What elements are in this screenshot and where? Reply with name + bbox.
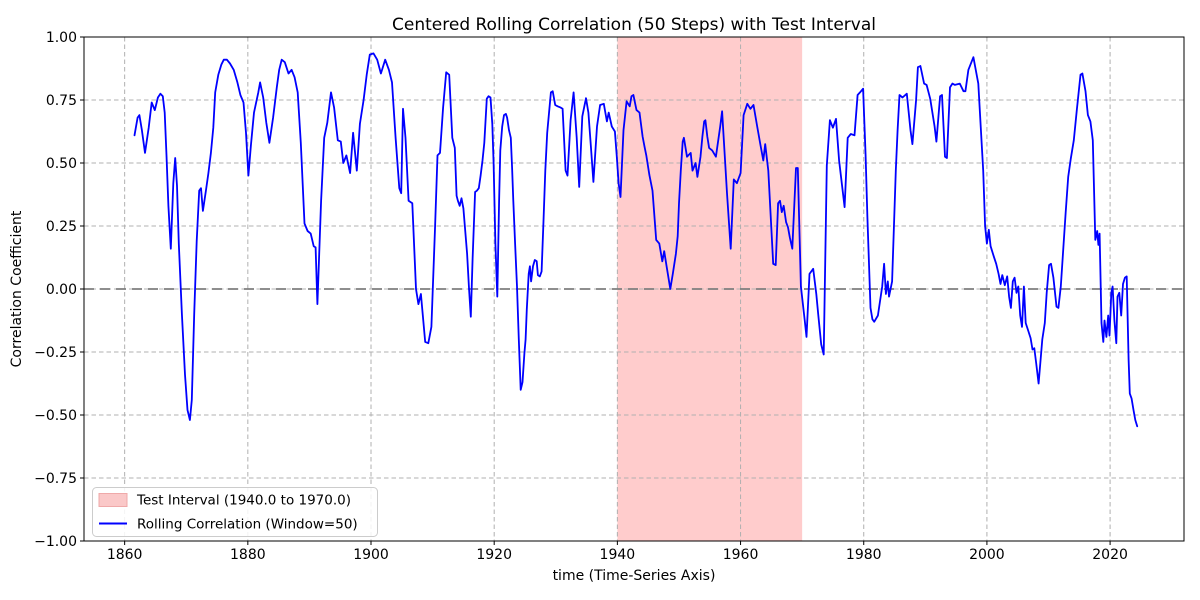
tick-layer: 1860 1880 1900 1920 1940 1960 1980 2000 2020 1.00… (34, 30, 1128, 563)
y-tick-label: −0.50 (34, 408, 77, 424)
y-tick-label: 1.00 (46, 30, 77, 46)
x-tick-label: 1860 (107, 547, 143, 563)
x-tick-label: 1980 (846, 547, 882, 563)
x-tick-label: 2000 (969, 547, 1005, 563)
y-tick-label: 0.00 (46, 282, 77, 298)
y-tick-label: 0.25 (46, 219, 77, 235)
chart-title: Centered Rolling Correlation (50 Steps) … (392, 15, 876, 35)
x-tick-label: 1960 (723, 547, 759, 563)
y-tick-label: −0.25 (34, 345, 77, 361)
series-line-layer (133, 52, 1139, 428)
x-axis-label: time (Time-Series Axis) (553, 568, 716, 584)
y-tick-label: 0.75 (46, 93, 77, 109)
x-tick-label: 1900 (353, 547, 389, 563)
x-tick-label: 1940 (600, 547, 636, 563)
legend-label-test-interval: Test Interval (1940.0 to 1970.0) (136, 493, 351, 509)
rolling-correlation-line (133, 52, 1139, 428)
y-tick-label: −0.75 (34, 471, 77, 487)
x-tick-label: 1920 (476, 547, 512, 563)
legend-box (92, 487, 378, 537)
y-tick-label: 0.50 (46, 156, 77, 172)
legend: Test Interval (1940.0 to 1970.0) Rolling… (92, 487, 378, 537)
y-tick-label: −1.00 (34, 534, 77, 550)
y-axis-label: Correlation Coefficient (9, 210, 25, 367)
x-tick-label: 2020 (1092, 547, 1128, 563)
x-tick-label: 1880 (230, 547, 266, 563)
legend-test-interval-swatch (98, 493, 128, 507)
legend-label-rolling-correlation: Rolling Correlation (Window=50) (137, 517, 358, 533)
